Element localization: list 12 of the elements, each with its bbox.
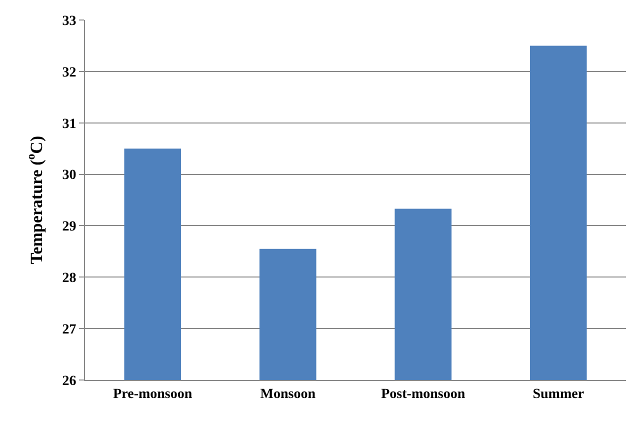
y-tick-label: 29: [62, 220, 76, 235]
y-tick-label: 28: [62, 271, 76, 286]
x-tick-label: Summer: [532, 386, 584, 402]
y-tick-label: 32: [62, 65, 76, 80]
x-tick-label: Post-monsoon: [381, 386, 466, 402]
y-tick-label: 33: [62, 14, 76, 29]
x-tick-label: Monsoon: [260, 386, 316, 402]
y-tick-label: 31: [62, 116, 76, 132]
y-tick-label: 26: [62, 374, 76, 389]
y-tick-label: 27: [62, 322, 76, 338]
y-tick-label: 30: [62, 168, 76, 184]
x-tick-label: Pre-monsoon: [113, 386, 192, 402]
